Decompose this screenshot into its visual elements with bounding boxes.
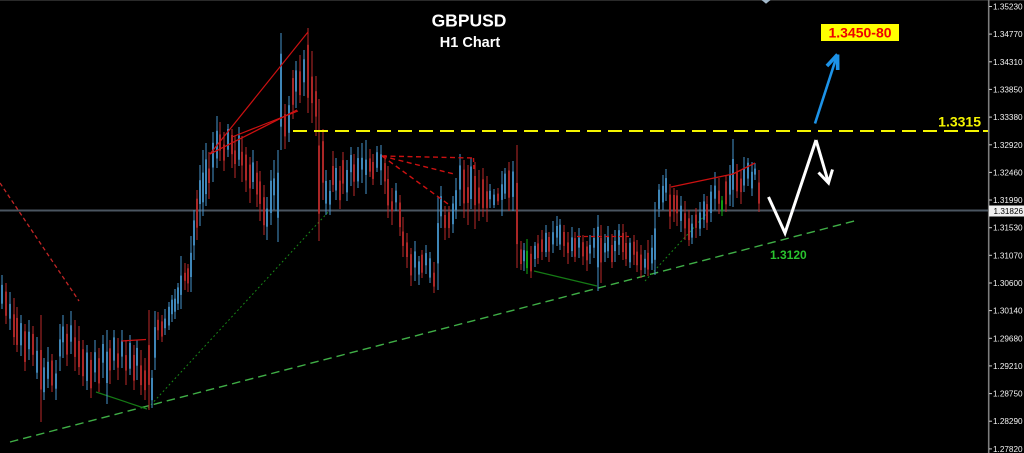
svg-text:1.31826: 1.31826 — [994, 207, 1024, 216]
svg-text:1.28290: 1.28290 — [993, 417, 1023, 426]
svg-text:1.32920: 1.32920 — [993, 141, 1023, 150]
svg-text:1.34310: 1.34310 — [993, 58, 1023, 67]
svg-text:1.32460: 1.32460 — [993, 168, 1023, 177]
svg-text:1.33850: 1.33850 — [993, 85, 1023, 94]
svg-text:1.34770: 1.34770 — [993, 30, 1023, 39]
svg-text:1.3315: 1.3315 — [938, 114, 981, 130]
svg-text:1.28750: 1.28750 — [993, 390, 1023, 399]
svg-text:1.30140: 1.30140 — [993, 307, 1023, 316]
svg-text:H1 Chart: H1 Chart — [440, 35, 501, 51]
svg-text:1.29210: 1.29210 — [993, 362, 1023, 371]
svg-text:1.33380: 1.33380 — [993, 113, 1023, 122]
svg-text:1.27820: 1.27820 — [993, 445, 1023, 453]
svg-text:1.29680: 1.29680 — [993, 334, 1023, 343]
svg-text:1.31530: 1.31530 — [993, 224, 1023, 233]
svg-text:1.35230: 1.35230 — [993, 3, 1023, 12]
svg-text:1.31990: 1.31990 — [993, 196, 1023, 205]
svg-text:1.31070: 1.31070 — [993, 251, 1023, 260]
svg-text:1.3450-80: 1.3450-80 — [828, 25, 891, 41]
svg-text:1.3120: 1.3120 — [770, 248, 807, 262]
svg-text:GBPUSD: GBPUSD — [432, 11, 507, 31]
svg-text:1.30600: 1.30600 — [993, 279, 1023, 288]
